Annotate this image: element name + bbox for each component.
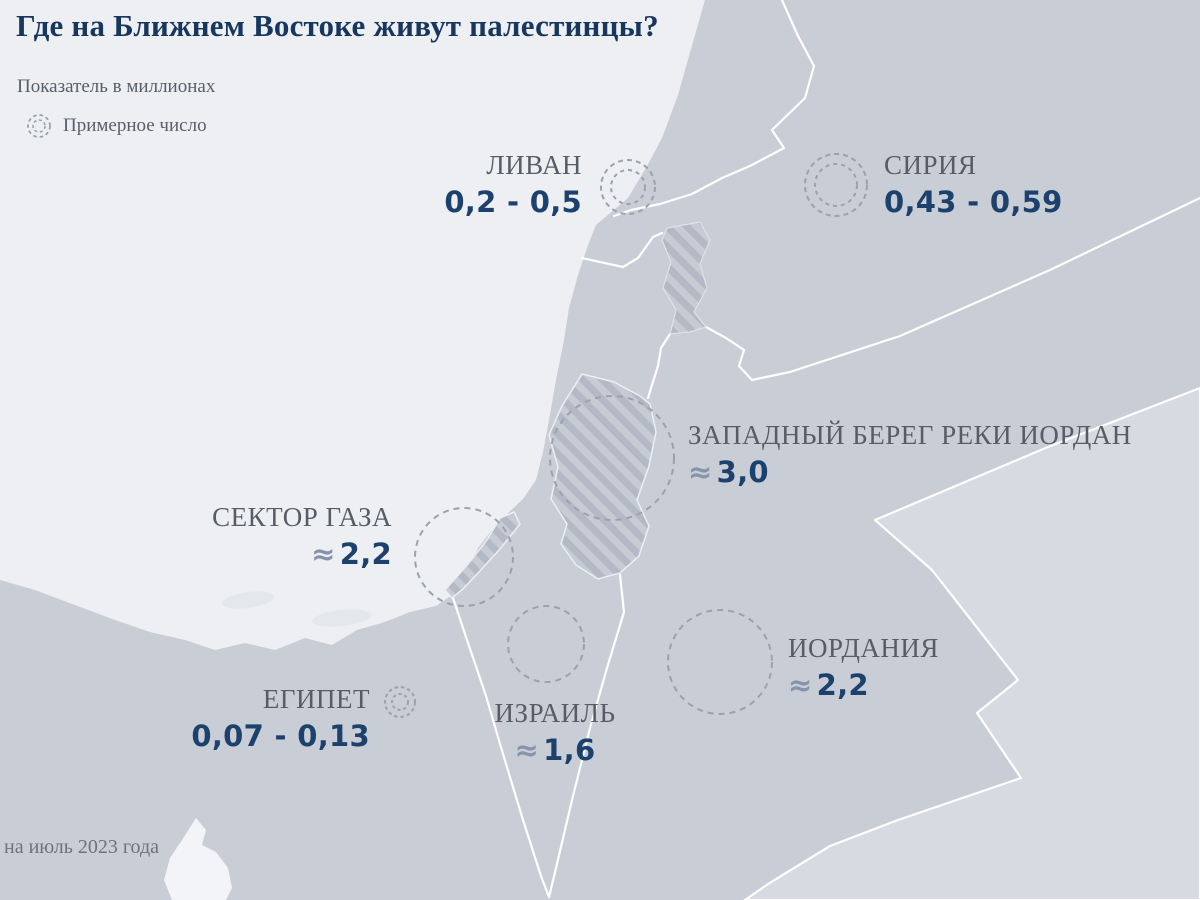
egypt-israel-border — [450, 593, 551, 899]
gaza-circle — [414, 507, 514, 607]
region-name: СИРИЯ — [884, 150, 977, 180]
west-bank-hatched-area — [548, 373, 657, 580]
syria-jordan-border — [704, 196, 1200, 382]
lebanon-range-circle-inner — [610, 169, 646, 205]
coastal-lagoon — [312, 609, 372, 627]
approx-sign: ≈ — [688, 455, 713, 490]
region-name: ИОРДАНИЯ — [788, 633, 939, 663]
region-value: ≈2,2 — [311, 537, 392, 572]
dashed-circle-icon — [27, 114, 51, 138]
region-value: 0,2 - 0,5 — [444, 185, 582, 220]
region-value: ≈2,2 — [788, 668, 869, 703]
region-label-israel: ИЗРАИЛЬ ≈1,6 — [480, 698, 630, 767]
subtitle: Показатель в миллионах — [17, 76, 216, 97]
golan-hatched-area — [661, 221, 711, 335]
region-label-lebanon: ЛИВАН 0,2 - 0,5 — [444, 150, 582, 219]
approx-sign: ≈ — [514, 733, 540, 768]
region-name: ЛИВАН — [486, 150, 582, 180]
land-light-region — [743, 386, 1200, 900]
region-label-egypt: ЕГИПЕТ 0,07 - 0,13 — [191, 684, 370, 753]
region-name: ЕГИПЕТ — [262, 684, 370, 714]
region-label-west-bank: ЗАПАДНЫЙ БЕРЕГ РЕКИ ИОРДАН ≈3,0 — [688, 420, 1132, 489]
region-value: 0,07 - 0,13 — [191, 719, 370, 754]
jordan-river-line — [646, 332, 672, 400]
region-label-gaza: СЕКТОР ГАЗА ≈2,2 — [212, 502, 392, 571]
date-note: на июль 2023 года — [4, 836, 160, 858]
egypt-range-circle-outer — [384, 686, 416, 718]
coastal-lagoon — [222, 591, 274, 609]
jordan-circle — [667, 609, 773, 715]
region-value: ≈1,6 — [514, 733, 596, 768]
region-value: ≈3,0 — [688, 455, 769, 490]
syria-range-circle-inner — [814, 163, 858, 207]
legend: Примерное число — [26, 113, 207, 139]
region-label-syria: СИРИЯ 0,43 - 0,59 — [884, 150, 1063, 219]
israel-jordan-border — [547, 573, 626, 899]
legend-label: Примерное число — [63, 115, 207, 136]
israel-circle — [507, 605, 585, 683]
gaza-hatched-area — [444, 511, 521, 600]
region-value: 0,43 - 0,59 — [884, 185, 1063, 220]
page-title: Где на Ближнем Востоке живут палестинцы? — [16, 8, 659, 43]
region-name: ЗАПАДНЫЙ БЕРЕГ РЕКИ ИОРДАН — [688, 420, 1132, 450]
region-name: ИЗРАИЛЬ — [494, 698, 616, 728]
region-name: СЕКТОР ГАЗА — [212, 502, 392, 532]
delta-lake — [164, 818, 232, 900]
syria-range-circle-outer — [804, 153, 868, 217]
approx-sign: ≈ — [788, 668, 813, 703]
egypt-range-circle-inner — [391, 693, 409, 711]
region-label-jordan: ИОРДАНИЯ ≈2,2 — [788, 633, 939, 702]
approx-sign: ≈ — [311, 537, 336, 572]
lebanon-israel-border — [580, 231, 664, 269]
lebanon-range-circle-outer — [600, 159, 656, 215]
lebanon-syria-border — [612, 0, 816, 218]
west-bank-circle — [549, 395, 675, 521]
